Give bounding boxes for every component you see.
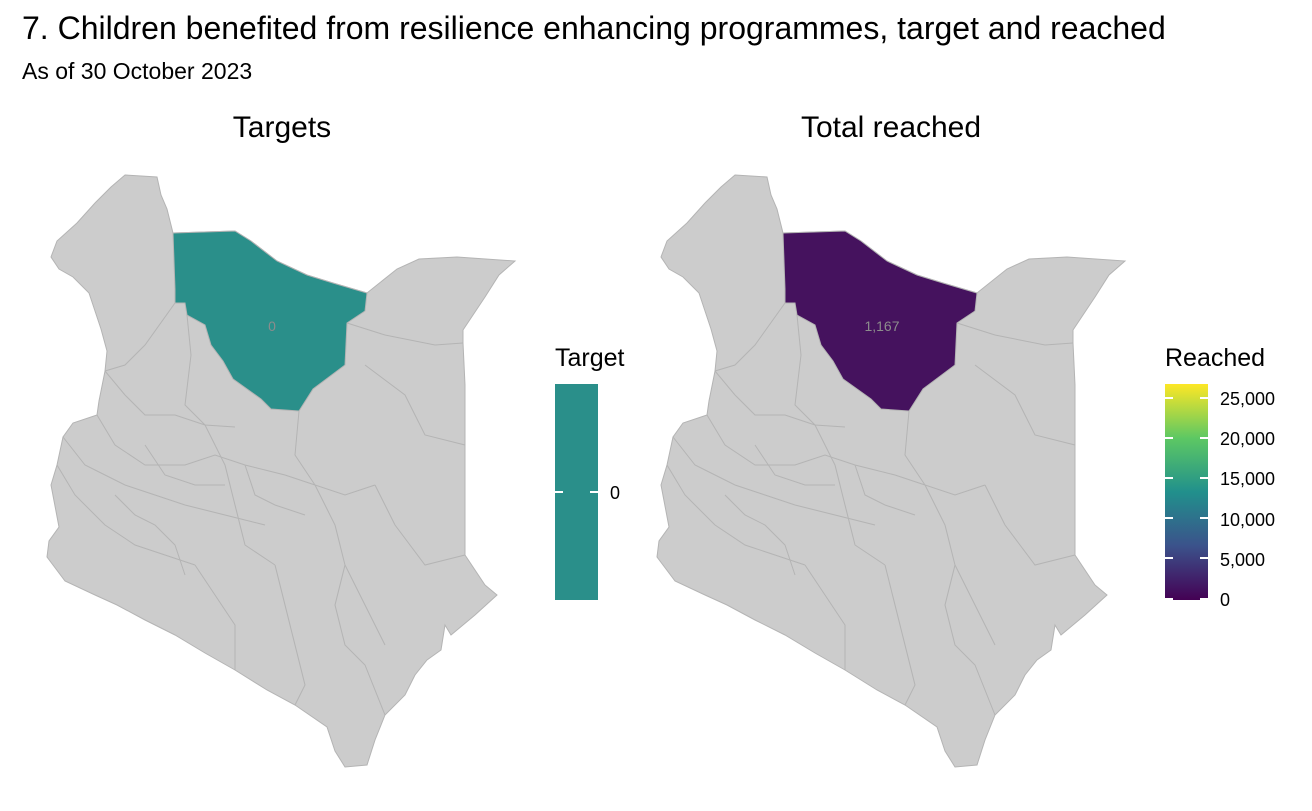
reached-map: 1,167 — [656, 174, 1126, 768]
reached-legend-tick-label: 0 — [1220, 590, 1231, 610]
reached-legend-title: Reached — [1165, 344, 1266, 372]
reached-legend-tick-mark — [1200, 397, 1208, 399]
reached-legend-tick-mark — [1165, 437, 1173, 439]
reached-legend-tick-mark — [1200, 557, 1208, 559]
reached-legend-tick-mark — [1165, 557, 1173, 559]
reached-legend-tick-mark — [1165, 598, 1173, 600]
county-borders — [56, 302, 466, 716]
reached-map-value-label: 1,167 — [864, 318, 899, 334]
reached-panel-title: Total reached — [800, 111, 982, 144]
reached-legend-tick-mark — [1200, 477, 1208, 479]
page-subtitle: As of 30 October 2023 — [22, 58, 253, 84]
reached-legend-tick-label: 15,000 — [1220, 469, 1276, 489]
targets-legend-tick-label: 0 — [610, 483, 621, 503]
targets-legend-tick-mark — [590, 491, 598, 493]
targets-legend-tick-mark — [555, 491, 563, 493]
page-title: 7. Children benefited from resilience en… — [22, 10, 1166, 46]
reached-legend-tick-mark — [1165, 517, 1173, 519]
reached-legend-tick-label: 20,000 — [1220, 429, 1276, 449]
reached-legend-tick-mark — [1165, 397, 1173, 399]
reached-legend-tick-mark — [1165, 477, 1173, 479]
targets-map: 0 — [46, 174, 516, 768]
reached-legend-tick-label: 25,000 — [1220, 389, 1276, 409]
reached-legend-tick-mark — [1200, 437, 1208, 439]
reached-legend-tick-label: 5,000 — [1220, 550, 1266, 570]
targets-legend-title: Target — [555, 344, 625, 372]
targets-map-value-label: 0 — [268, 318, 276, 334]
targets-panel-title: Targets — [232, 111, 332, 144]
county-borders — [666, 302, 1076, 716]
reached-legend-colorbar — [1165, 384, 1208, 600]
reached-legend-tick-mark — [1200, 517, 1208, 519]
reached-legend-tick-mark — [1200, 598, 1208, 600]
reached-legend-tick-label: 10,000 — [1220, 510, 1276, 530]
